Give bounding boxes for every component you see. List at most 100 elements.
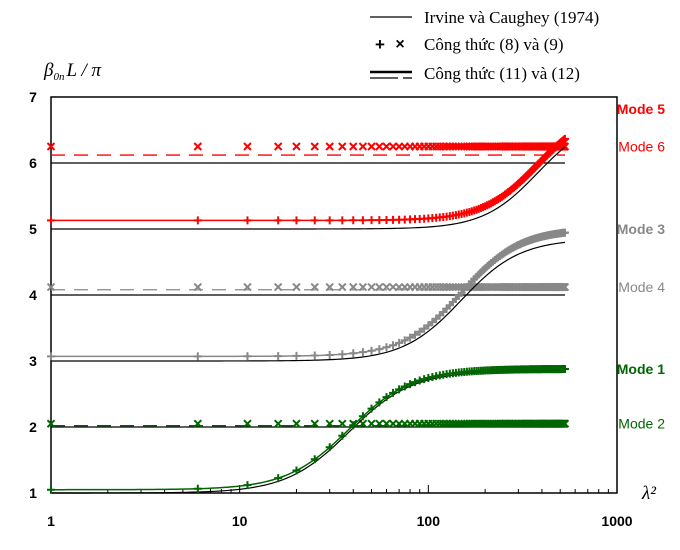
legend-cross-marker: × [395,36,404,53]
cross-marker [560,282,570,292]
plus-marker [367,216,376,225]
cross-marker [349,142,358,151]
mode-label: Mode 4 [618,279,665,295]
cross-marker [367,282,376,292]
plus-marker [560,228,569,237]
mode-label: Mode 2 [618,416,665,432]
cross-marker [375,142,384,151]
plus-marker [375,398,384,407]
cross-marker [375,419,384,428]
mode-label: Mode 5 [617,101,665,117]
legend-label-irvine: Irvine và Caughey (1974) [424,8,599,27]
x-tick-label: 1 [47,513,55,529]
plus-marker [411,330,420,339]
plus-marker [560,134,569,143]
plus-marker [292,351,301,360]
plus-marker [310,455,319,464]
mode-label: Mode 6 [618,139,665,155]
irvine-curve [51,370,565,494]
cross-marker [338,142,347,151]
plus-marker [415,327,424,336]
legend: Irvine và Caughey (1974) + × Công thức (… [370,8,599,83]
series-mode-6 [46,142,570,164]
plus-marker [349,349,358,358]
plot-area [46,134,570,494]
plus-marker [382,393,391,402]
plus-marker [415,376,424,385]
plus-marker [358,216,367,225]
plus-marker [292,466,301,475]
plus-marker [292,216,301,225]
cross-marker [243,419,252,428]
plus-marker [338,431,347,440]
cross-marker [349,282,358,292]
plus-marker [310,351,319,360]
plus-marker [367,404,376,413]
plus-marker [47,352,55,361]
plus-marker [400,336,409,345]
plus-marker [367,346,376,355]
cross-marker [292,419,301,428]
cross-marker [292,282,301,292]
cross-marker [382,142,391,151]
plus-marker [325,350,334,359]
cross-marker [338,419,347,428]
cross-marker [273,282,283,292]
y-tick-label: 7 [29,89,37,105]
plus-marker [325,216,334,225]
plus-marker [310,216,319,225]
cross-marker [273,419,283,428]
plus-marker [325,443,334,452]
plus-marker [243,352,252,361]
plus-marker [193,484,202,493]
plus-marker [193,216,202,225]
cross-marker [367,419,376,428]
cross-marker [193,282,203,292]
plus-marker [389,341,398,350]
legend-label-formula-8-9: Công thức (8) và (9) [424,35,564,54]
x-axis-title: λ² [641,483,656,504]
cross-marker [292,142,301,151]
plus-marker [274,352,283,361]
y-tick-label: 2 [29,419,37,435]
cross-marker [382,419,391,428]
y-axis-title-subscript: 0n [53,71,65,83]
plus-marker [47,485,55,494]
plus-marker [406,380,415,389]
legend-label-formula-11-12: Công thức (11) và (12) [424,64,580,83]
cross-marker [46,142,56,151]
cross-marker [442,419,451,428]
plus-marker [375,345,384,354]
cross-marker [358,142,368,151]
plus-marker [358,348,367,357]
plus-marker [389,388,398,397]
plus-marker [47,216,55,225]
y-tick-label: 3 [29,353,37,369]
cross-marker [338,282,347,292]
cross-marker [310,142,319,151]
mode-label: Mode 1 [617,361,665,377]
plus-marker [243,216,252,225]
cross-marker [243,142,252,151]
plus-marker [382,343,391,352]
plus-marker [395,385,404,394]
x-tick-label: 10 [232,513,248,529]
y-tick-label: 6 [29,155,37,171]
plus-marker [338,350,347,359]
plus-marker [411,378,420,387]
plus-marker [375,216,384,225]
y-axis-title-rest: L / π [65,60,101,81]
y-tick-label: 4 [29,287,37,303]
y-tick-label: 5 [29,221,37,237]
legend-plus-marker: + [375,35,385,54]
y-tick-label: 1 [29,485,37,501]
plus-marker [193,352,202,361]
cross-marker [367,142,376,151]
cross-marker [325,282,334,292]
cross-marker [193,142,203,151]
cross-marker [375,282,384,292]
series-mode-1 [47,365,569,494]
plus-marker [358,412,367,421]
mode-labels: Mode 2 Mode 4 Mode 6 Mode 5 Mode 3 Mode 1 [617,101,665,432]
